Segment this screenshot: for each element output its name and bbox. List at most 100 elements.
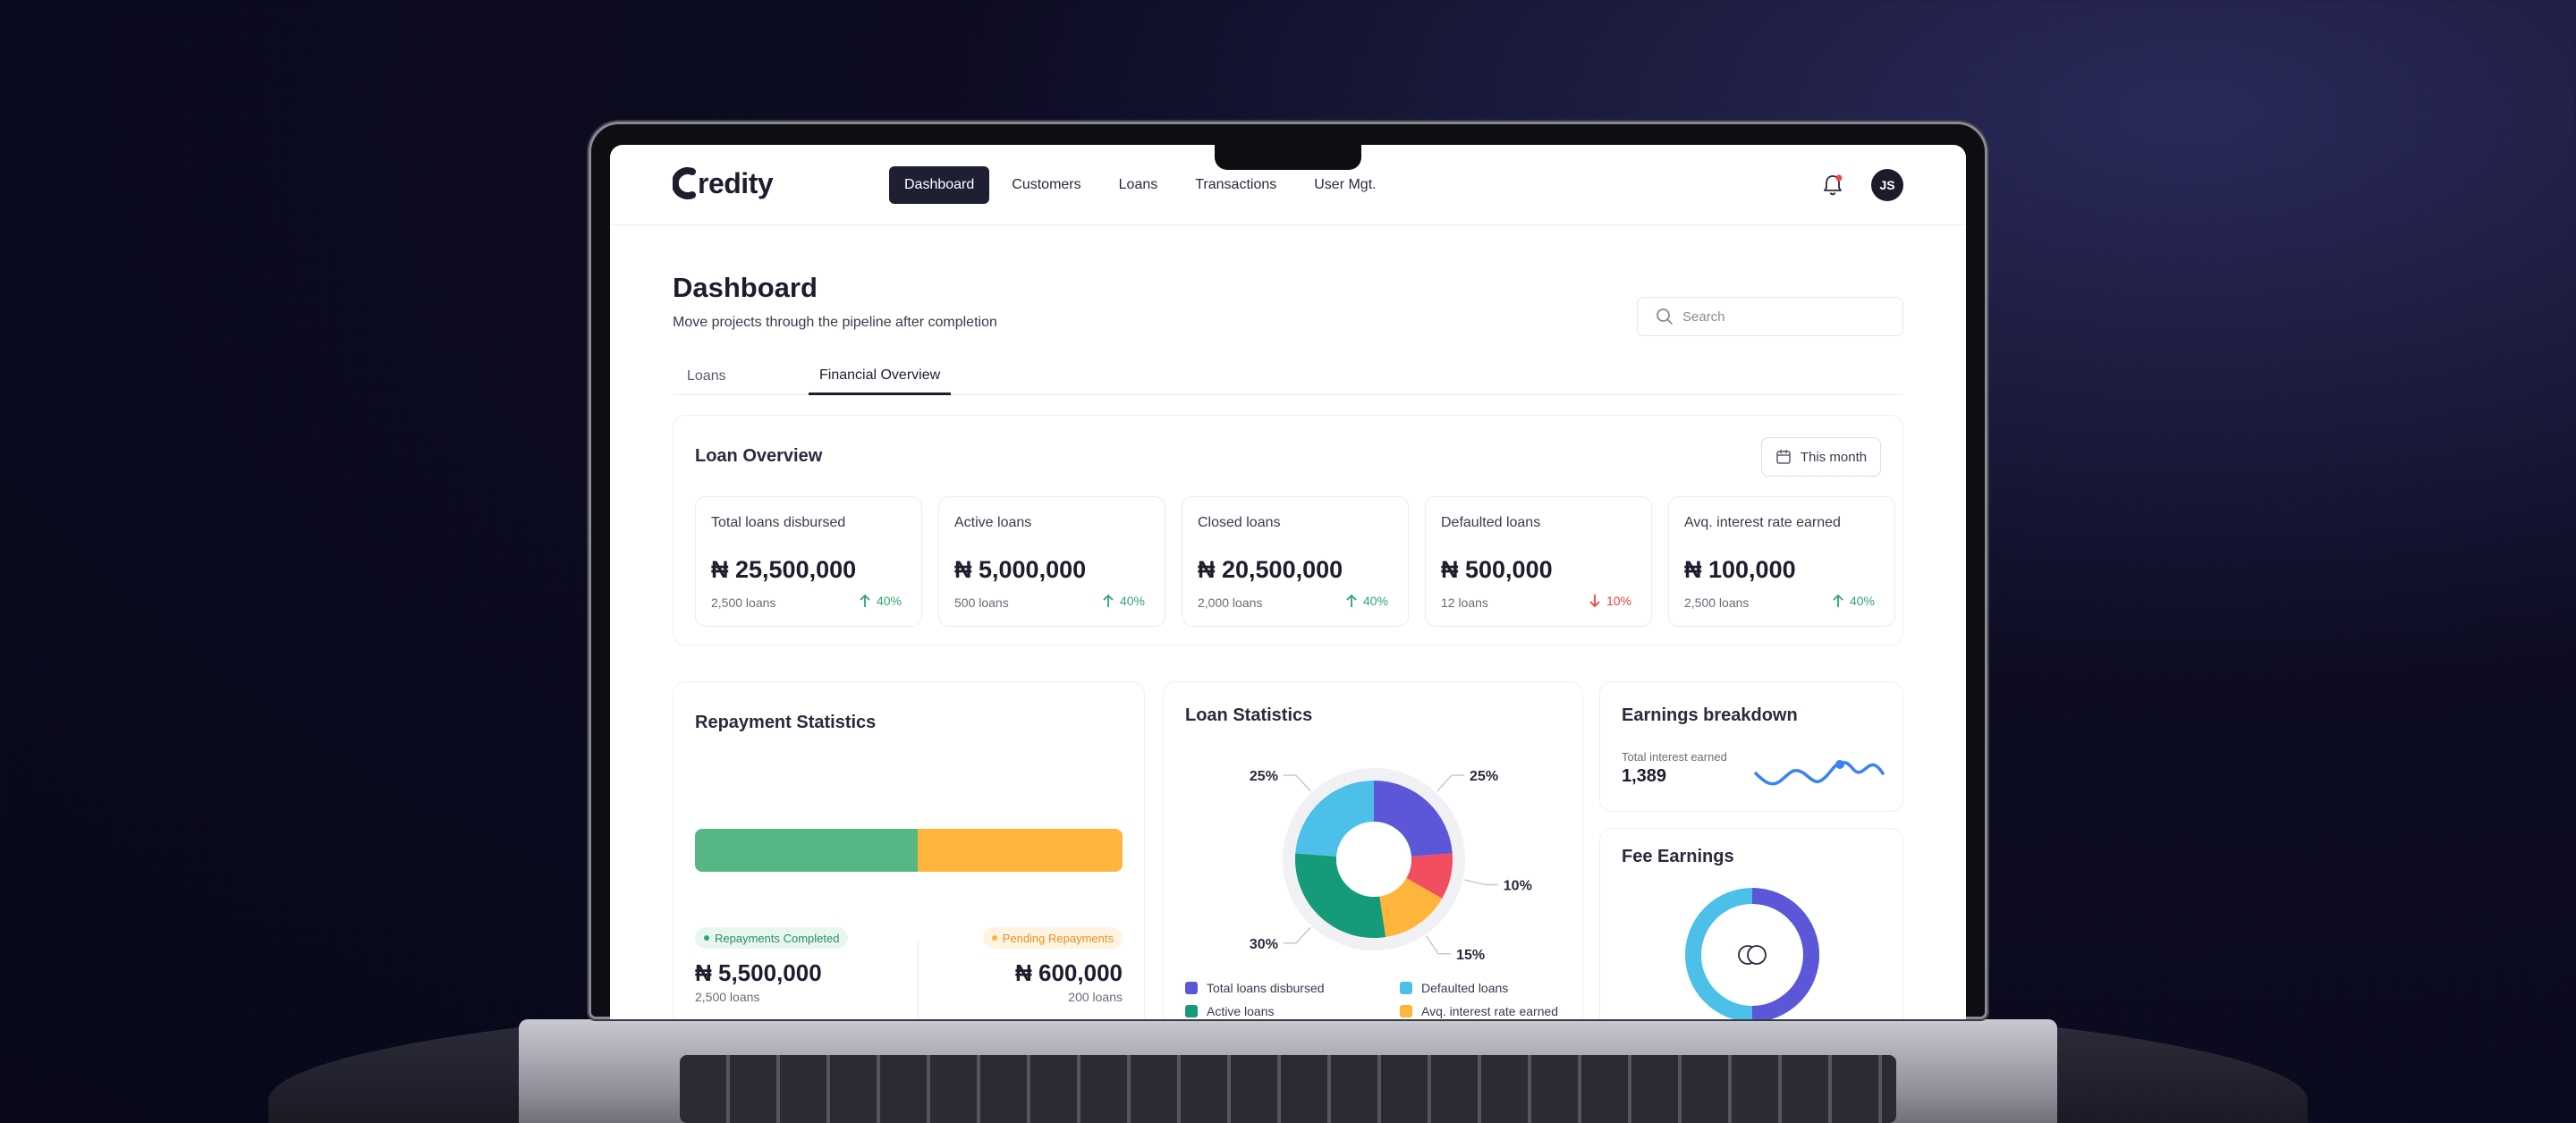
donut-leader-line	[1283, 774, 1311, 792]
donut-leader-line	[1464, 879, 1498, 886]
arrow-up-icon	[860, 594, 870, 607]
laptop-keyboard	[680, 1055, 1896, 1123]
stat-total-loans-disbursed[interactable]: Total loans disbursed ₦ 25,500,000 2,500…	[695, 496, 922, 627]
stat-label: Closed loans	[1198, 515, 1281, 530]
search-icon	[1657, 308, 1673, 325]
stat-change: 40%	[1102, 594, 1145, 608]
orange-dot-icon	[991, 935, 997, 941]
fee-earnings-title: Fee Earnings	[1622, 847, 1734, 866]
donut-percent-label: 25%	[1470, 769, 1498, 784]
green-dot-icon	[704, 935, 709, 941]
pending-amount: ₦ 600,000	[1015, 959, 1123, 986]
legend-item: Active loans	[1185, 1004, 1400, 1018]
stat-count: 2,000 loans	[1198, 595, 1263, 610]
stat-change-value: 40%	[1119, 594, 1145, 608]
credity-logo[interactable]: redity	[673, 165, 774, 202]
logo-mark-icon	[673, 167, 696, 199]
completed-count: 2,500 loans	[695, 990, 760, 1004]
arrow-up-icon	[1103, 594, 1114, 607]
loan-overview-title: Loan Overview	[695, 446, 823, 466]
stat-change: 40%	[1832, 594, 1875, 608]
stat-label: Active loans	[954, 515, 1032, 530]
fee-ring-segment	[1751, 888, 1819, 1019]
earnings-value: 1,389	[1622, 766, 1667, 786]
search-box[interactable]	[1637, 297, 1903, 336]
calendar-icon	[1776, 450, 1791, 464]
repayment-statistics-card: Repayment Statistics Repayments Complete…	[673, 681, 1145, 1019]
donut-percent-label: 15%	[1456, 948, 1485, 963]
repayment-completed-segment	[695, 829, 918, 872]
nav-transactions[interactable]: Transactions	[1195, 177, 1277, 192]
completed-amount: ₦ 5,500,000	[695, 959, 822, 986]
repayment-statistics-title: Repayment Statistics	[695, 713, 877, 732]
search-input[interactable]	[1682, 308, 1879, 325]
donut-slice[interactable]	[1406, 853, 1453, 899]
stat-label: Total loans disbursed	[711, 515, 846, 530]
tab-loans[interactable]: Loans	[687, 368, 726, 384]
stat-count: 500 loans	[954, 595, 1009, 610]
arrow-down-icon	[1589, 595, 1600, 608]
stat-label: Avq. interest rate earned	[1684, 515, 1841, 530]
pending-count: 200 loans	[1068, 990, 1123, 1004]
legend-label: Total loans disbursed	[1207, 981, 1325, 995]
arrow-up-icon	[1833, 594, 1843, 607]
repayment-progress-bar	[695, 829, 1123, 872]
donut-leader-line	[1425, 935, 1452, 955]
legend-item: Avq. interest rate earned	[1400, 1004, 1570, 1018]
loan-overview-card: Loan Overview This month Total loans dis…	[673, 415, 1903, 646]
loan-statistics-title: Loan Statistics	[1185, 705, 1313, 725]
camera-notch	[1215, 145, 1361, 170]
page-title: Dashboard	[673, 272, 818, 303]
user-avatar[interactable]: JS	[1871, 169, 1903, 201]
stat-closed-loans[interactable]: Closed loans ₦ 20,500,000 2,000 loans 40…	[1182, 496, 1409, 627]
page-subtitle: Move projects through the pipeline after…	[673, 315, 997, 330]
completed-badge: Repayments Completed	[695, 927, 849, 949]
period-filter-button[interactable]: This month	[1761, 437, 1881, 477]
donut-slice[interactable]	[1374, 781, 1453, 857]
stat-change-value: 40%	[1849, 594, 1875, 608]
repayment-divider	[918, 941, 919, 1019]
stat-change: 40%	[859, 594, 902, 608]
stat-change: 40%	[1345, 594, 1388, 608]
donut-slice[interactable]	[1379, 878, 1443, 938]
stat-change: 10%	[1589, 594, 1631, 608]
period-filter-label: This month	[1800, 449, 1868, 465]
stats-row: Total loans disbursed ₦ 25,500,000 2,500…	[695, 496, 1895, 627]
loan-statistics-donut-chart: 25% 10% 15% 30% 25%	[1250, 768, 1532, 963]
legend-label: Active loans	[1207, 1004, 1275, 1018]
repayment-pending-segment	[917, 829, 1123, 872]
nav-customers[interactable]: Customers	[1012, 177, 1081, 192]
nav-dashboard[interactable]: Dashboard	[889, 166, 990, 204]
stat-active-loans[interactable]: Active loans ₦ 5,000,000 500 loans 40%	[938, 496, 1165, 627]
legend-swatch	[1185, 1005, 1198, 1017]
nav-loans[interactable]: Loans	[1118, 177, 1158, 192]
arrow-up-icon	[1346, 594, 1357, 607]
stat-avg-interest-rate[interactable]: Avq. interest rate earned ₦ 100,000 2,50…	[1668, 496, 1895, 627]
stat-value: ₦ 500,000	[1441, 556, 1553, 583]
fee-earnings-card: Fee Earnings	[1599, 828, 1903, 1019]
pending-badge: Pending Repayments	[982, 927, 1123, 949]
pending-badge-label: Pending Repayments	[1002, 931, 1114, 945]
legend-item: Defaulted loans	[1400, 981, 1570, 995]
stat-defaulted-loans[interactable]: Defaulted loans ₦ 500,000 12 loans 10%	[1425, 496, 1652, 627]
stat-count: 12 loans	[1441, 595, 1488, 610]
completed-badge-label: Repayments Completed	[715, 931, 840, 945]
stat-value: ₦ 100,000	[1684, 556, 1796, 583]
earnings-sparkline	[1754, 760, 1885, 786]
stat-value: ₦ 25,500,000	[711, 556, 857, 583]
legend-label: Avq. interest rate earned	[1421, 1004, 1559, 1018]
earnings-breakdown-card: Earnings breakdown Total interest earned…	[1599, 681, 1903, 812]
donut-leader-line	[1283, 926, 1311, 944]
stat-change-value: 40%	[1362, 594, 1388, 608]
notification-bell-icon[interactable]	[1821, 173, 1844, 197]
app-screen: redity Dashboard Customers Loans Transac…	[610, 145, 1966, 1019]
nav-user-mgt[interactable]: User Mgt.	[1314, 177, 1377, 192]
loan-statistics-card: Loan Statistics 25% 10% 15% 30% 25% Total lo…	[1163, 681, 1583, 1019]
tab-financial-overview[interactable]: Financial Overview	[809, 358, 952, 395]
donut-percent-label: 25%	[1250, 769, 1278, 784]
donut-slice[interactable]	[1295, 853, 1386, 938]
stat-change-value: 40%	[876, 594, 902, 608]
fee-earnings-ring-chart	[1685, 888, 1819, 1019]
donut-slice[interactable]	[1295, 781, 1374, 857]
coins-icon	[1738, 945, 1767, 965]
